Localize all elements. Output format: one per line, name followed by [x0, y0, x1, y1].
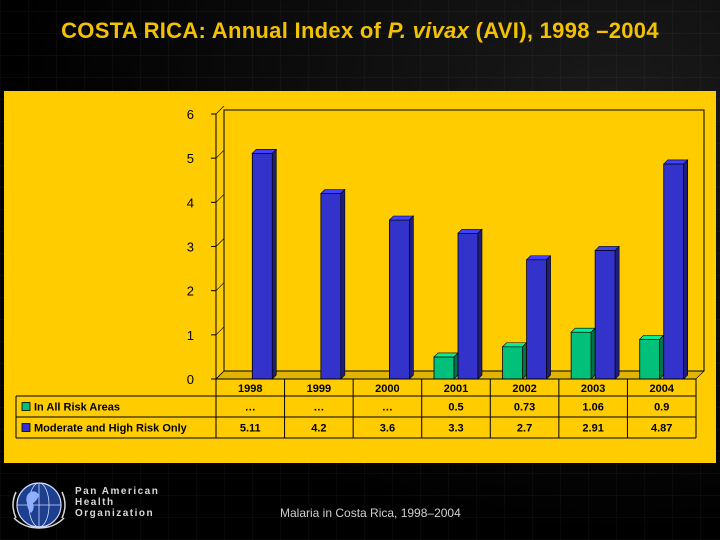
data-label: 3.3	[448, 423, 463, 435]
bar	[433, 356, 455, 380]
bar-side-face	[659, 334, 665, 380]
legend-swatch	[21, 402, 31, 411]
org-line-3: Organization	[75, 508, 155, 519]
x-tick-label: 2001	[444, 383, 468, 395]
avi-bar-chart: 0 1 2 3 4 5 6 1998 1999 2000 2001 2002 2003 2004 In Al…	[15, 105, 705, 439]
data-label: 0.9	[654, 402, 669, 414]
bar	[639, 338, 661, 380]
org-line-1: Pan American	[75, 486, 160, 497]
bar	[251, 152, 273, 380]
y-tick-depth	[215, 105, 225, 115]
bar	[570, 331, 592, 380]
x-tick-label: 1998	[238, 383, 262, 395]
data-label: …	[245, 402, 256, 414]
legend-swatch	[21, 423, 31, 432]
y-tick-depth	[215, 326, 225, 336]
bar	[320, 193, 342, 380]
footer-caption: Malaria in Costa Rica, 1998–2004	[280, 506, 461, 520]
data-label: 0.5	[448, 402, 463, 414]
y-tick-depth	[215, 282, 225, 291]
x-tick-label: 2000	[375, 383, 399, 395]
bar	[594, 250, 616, 380]
data-label: 2.91	[582, 423, 603, 435]
x-tick-label: 2003	[581, 383, 605, 395]
legend-label: Moderate and High Risk Only	[34, 423, 188, 435]
x-tick-label: 1999	[307, 383, 331, 395]
bar-side-face	[477, 228, 483, 380]
data-label: 3.6	[380, 423, 395, 435]
y-tick-depth	[215, 238, 225, 247]
data-label: 1.06	[582, 402, 603, 414]
data-label: 4.2	[311, 423, 326, 435]
bar	[663, 163, 685, 380]
data-label: …	[382, 402, 393, 414]
x-tick-label: 2004	[649, 383, 674, 395]
bar-side-face	[271, 148, 277, 380]
x-tick-label: 2002	[512, 383, 536, 395]
data-label: 0.73	[514, 402, 535, 414]
bar-side-face	[340, 188, 346, 380]
legend-label: In All Risk Areas	[34, 402, 120, 414]
y-tick-label: 1	[187, 328, 194, 343]
bar-side-face	[409, 215, 414, 380]
y-tick-label: 0	[187, 372, 194, 387]
title-italic: P. vivax	[387, 18, 470, 43]
y-tick-depth	[215, 149, 225, 159]
paho-globe-logo	[12, 482, 66, 529]
data-label: …	[313, 402, 324, 414]
bar	[526, 259, 547, 380]
y-tick-label: 2	[187, 284, 194, 299]
bar	[502, 346, 523, 380]
y-tick-label: 6	[187, 107, 194, 122]
bar	[389, 219, 410, 380]
organization-name: Pan American Health Organization	[75, 486, 159, 519]
bar-side-face	[546, 255, 551, 380]
bar-side-face	[590, 327, 596, 380]
y-tick-label: 5	[187, 151, 194, 166]
page-title: COSTA RICA: Annual Index of P. vivax (AV…	[20, 16, 700, 46]
bar-side-face	[683, 159, 689, 380]
title-prefix: COSTA RICA: Annual Index of	[61, 18, 388, 43]
chart-panel: 0 1 2 3 4 5 6 1998 1999 2000 2001 2002 2003 2004 In Al…	[4, 91, 716, 463]
data-label: 5.11	[240, 423, 261, 435]
data-label: 4.87	[651, 423, 672, 435]
y-tick-label: 3	[187, 240, 194, 255]
bar	[457, 232, 479, 380]
title-suffix: (AVI), 1998 –2004	[469, 18, 659, 43]
bar-side-face	[522, 342, 527, 380]
y-tick-depth	[215, 370, 225, 380]
data-label: 2.7	[517, 423, 532, 435]
y-tick-depth	[215, 194, 225, 203]
bar-side-face	[614, 245, 620, 380]
bar-side-face	[453, 352, 459, 380]
y-tick-label: 4	[187, 195, 194, 210]
org-line-2: Health	[75, 497, 115, 508]
